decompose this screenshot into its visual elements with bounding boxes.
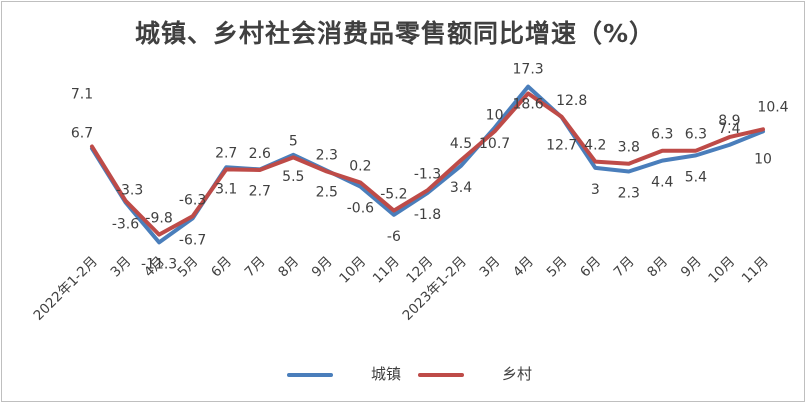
data-label-rural: 12.8 <box>556 93 587 109</box>
data-label-rural: 8.9 <box>718 113 740 129</box>
data-label-town: 3.1 <box>215 181 237 197</box>
x-tick-label: 7月 <box>242 254 269 281</box>
legend-label-rural: 乡村 <box>502 365 533 383</box>
x-tick-label: 7月 <box>611 254 638 281</box>
legend-swatch-town <box>287 373 333 377</box>
x-tick-label: 10月 <box>336 254 369 287</box>
data-label-town: 2.7 <box>249 183 271 199</box>
data-label-rural: 10 <box>486 107 504 123</box>
data-label-rural: -9.8 <box>145 211 172 227</box>
x-tick-label: 4月 <box>510 254 537 281</box>
data-label-town: 10.7 <box>479 136 510 152</box>
data-label-town: -6 <box>387 229 401 245</box>
x-tick-label: 11月 <box>739 254 772 287</box>
x-tick-label: 9月 <box>309 254 336 281</box>
data-label-town: 18.6 <box>513 97 544 113</box>
legend-label-town: 城镇 <box>371 365 402 383</box>
data-label-rural: 4.5 <box>450 136 472 152</box>
data-label-rural: 6.3 <box>685 127 707 143</box>
x-tick-label: 2022年1-2月 <box>31 254 101 324</box>
legend-swatch-rural <box>418 373 464 377</box>
x-tick-label: 8月 <box>644 254 671 281</box>
data-label-town: -3.6 <box>112 216 139 232</box>
data-label-rural: 6.3 <box>651 127 673 143</box>
data-label-town: 2.5 <box>316 185 338 201</box>
x-tick-label: 11月 <box>370 254 403 287</box>
data-label-rural: 2.6 <box>249 146 271 162</box>
data-label-rural: 10.4 <box>757 99 788 115</box>
x-tick-label: 5月 <box>174 254 201 281</box>
data-label-rural: -1.3 <box>414 166 441 182</box>
data-label-town: 5.5 <box>282 169 304 185</box>
x-tick-label: 8月 <box>275 254 302 281</box>
data-label-town: 4.4 <box>651 175 673 191</box>
data-label-rural: 3.8 <box>618 140 640 156</box>
data-label-town: -11.3 <box>141 256 177 272</box>
data-label-rural: 17.3 <box>513 61 544 77</box>
x-tick-label: 6月 <box>577 254 604 281</box>
data-label-rural: 4.2 <box>584 138 606 154</box>
x-tick-label: 3月 <box>107 254 134 281</box>
data-label-rural: 2.3 <box>316 148 338 164</box>
data-label-rural: -5.2 <box>380 187 407 203</box>
data-label-town: -1.8 <box>414 207 441 223</box>
data-label-town: 3 <box>591 182 600 198</box>
data-label-rural: 5 <box>289 133 298 149</box>
data-label-rural: 0.2 <box>349 159 371 175</box>
data-label-rural: 2.7 <box>215 145 237 161</box>
data-label-town: -0.6 <box>347 201 374 217</box>
data-label-town: 12.7 <box>546 137 577 153</box>
data-label-rural: -6.3 <box>179 192 206 208</box>
data-label-town: 5.4 <box>685 169 707 185</box>
chart-title: 城镇、乡村社会消费品零售额同比增速（%） <box>134 19 656 48</box>
data-label-rural: 7.1 <box>71 87 93 103</box>
data-label-town: 10 <box>754 151 772 167</box>
data-label-town: -6.7 <box>179 232 206 248</box>
x-tick-label: 9月 <box>678 254 705 281</box>
data-label-town: 2.3 <box>618 186 640 202</box>
x-tick-label: 6月 <box>208 254 235 281</box>
data-label-town: 3.4 <box>450 180 472 196</box>
x-tick-label: 10月 <box>705 254 738 287</box>
x-tick-label: 5月 <box>544 254 571 281</box>
data-label-rural: -3.3 <box>116 183 143 199</box>
x-tick-label: 3月 <box>476 254 503 281</box>
legend: 城镇 乡村 <box>0 362 808 386</box>
data-label-town: 7.4 <box>718 121 740 137</box>
series-line-rural <box>90 91 765 237</box>
data-label-town: 6.7 <box>71 126 93 142</box>
